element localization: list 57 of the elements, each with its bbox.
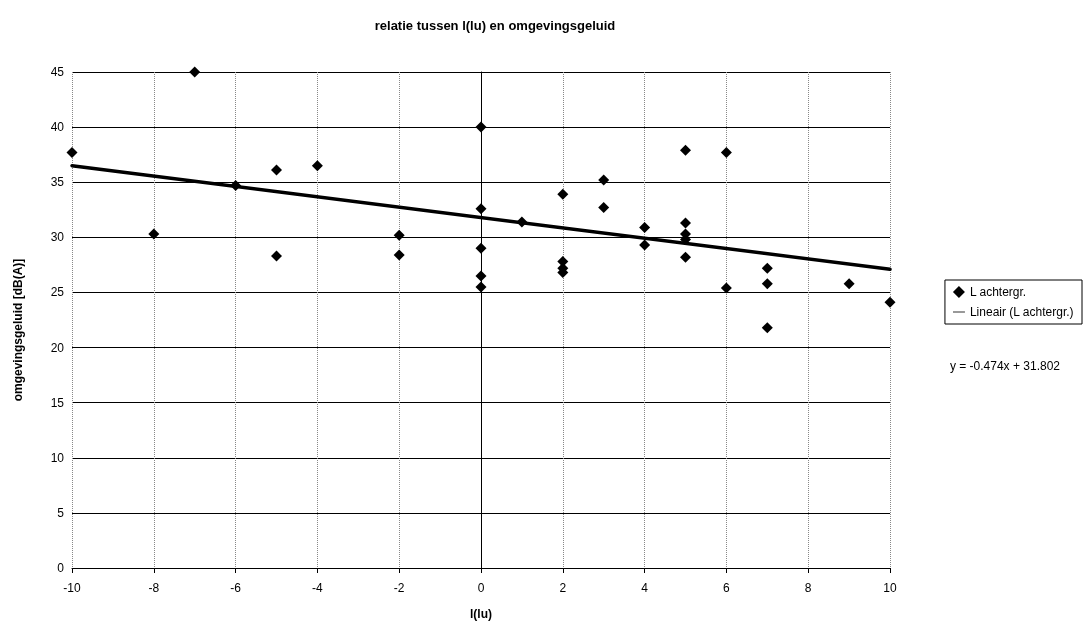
point: [475, 270, 487, 282]
x-tick-label: 4: [641, 581, 649, 595]
point: [557, 188, 569, 200]
y-tick-label: 40: [50, 120, 65, 135]
point: [475, 203, 487, 215]
x-tick-label: 0: [477, 581, 485, 595]
text: y = -0.474x + 31.802: [949, 359, 1061, 373]
point: [393, 229, 405, 241]
point: [66, 146, 78, 158]
point: [516, 216, 528, 228]
point: [311, 160, 323, 172]
point: [148, 228, 160, 240]
point: [720, 282, 732, 294]
x-tick-label: 2: [559, 581, 567, 595]
point: [230, 180, 242, 192]
x-tick-label: 8: [804, 581, 812, 595]
point: [761, 278, 773, 290]
point: [761, 322, 773, 334]
point: [884, 296, 896, 308]
point: [475, 242, 487, 254]
point: [598, 202, 610, 214]
point: [639, 239, 651, 251]
point: [680, 217, 691, 229]
point: [475, 121, 487, 133]
point: [720, 146, 732, 158]
point: [393, 249, 405, 261]
y-axis-title: omgevingsgeluid [dB(A)]: [11, 258, 25, 402]
point: [680, 144, 691, 156]
y-tick-label: 25: [50, 285, 65, 300]
point: [639, 221, 651, 233]
point: [271, 164, 282, 176]
y-tick-label: 0: [57, 561, 65, 575]
x-tick-label: 6: [723, 581, 731, 595]
y-tick-label: 20: [50, 340, 65, 355]
x-tick-label: -10: [63, 581, 81, 595]
legend-label: L achtergr.: [969, 285, 1027, 299]
x-tick-label: -4: [312, 581, 324, 595]
point: [598, 174, 610, 186]
point: [189, 66, 201, 78]
y-tick-label: 5: [57, 505, 65, 520]
point: [680, 251, 691, 263]
x-tick-label: -8: [148, 581, 160, 595]
point: [475, 281, 487, 293]
x-axis-title: l(lu): [470, 607, 492, 621]
chart-title: relatie tussen l(lu) en omgevingsgeluid: [374, 18, 616, 33]
y-tick-label: 35: [50, 175, 65, 190]
y-tick-label: 45: [50, 65, 65, 79]
legend-label: Lineair (L achtergr.): [969, 305, 1074, 319]
point: [761, 262, 773, 274]
point: [271, 250, 282, 262]
y-tick-label: 10: [50, 450, 65, 465]
x-tick-label: 10: [883, 581, 897, 595]
y-tick-label: 30: [50, 230, 65, 245]
x-tick-label: -2: [393, 581, 405, 595]
y-tick-label: 15: [50, 395, 65, 410]
x-tick-label: -6: [230, 581, 242, 595]
point: [843, 278, 855, 290]
